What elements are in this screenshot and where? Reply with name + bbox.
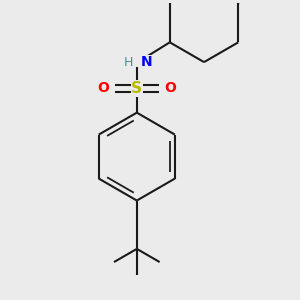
Text: S: S bbox=[131, 81, 142, 96]
Text: O: O bbox=[164, 82, 176, 95]
Text: H: H bbox=[124, 56, 133, 69]
Text: O: O bbox=[97, 82, 109, 95]
Text: N: N bbox=[140, 55, 152, 69]
